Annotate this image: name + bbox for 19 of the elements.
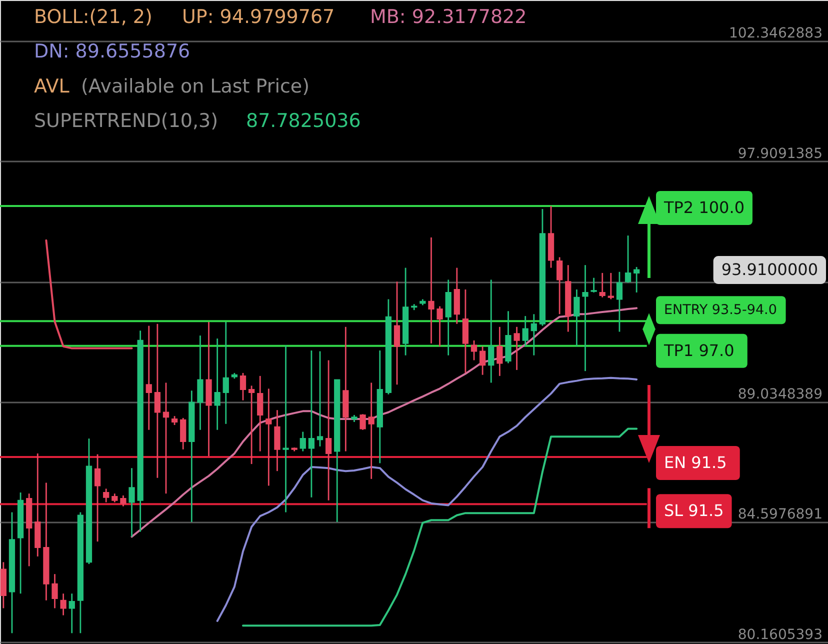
text: 93.9100000 — [721, 260, 818, 279]
y-tick-label: 84.5976891 — [738, 506, 822, 523]
ref-line-label: TP1 97.0 — [663, 340, 734, 360]
y-tick-label: 89.0348389 — [738, 386, 822, 402]
annotation: (Available on Last Price) — [81, 75, 310, 98]
y-tick-label: 102.3462883 — [728, 26, 822, 42]
text: 87.7825036 — [246, 110, 361, 132]
annotation: SUPERTREND(10,3) — [34, 110, 218, 132]
annotation: AVL — [34, 75, 70, 98]
text: MB: 92.3177822 — [370, 6, 527, 28]
annotation: BOLL:(21, 2) — [34, 6, 152, 28]
text: DN: 89.6555876 — [34, 40, 190, 63]
ref-line-label: EN 91.5 — [664, 452, 727, 472]
annotation: UP: 94.9799767 — [182, 6, 335, 28]
ref-line-label: SL 91.5 — [664, 501, 724, 520]
ref-line-label: TP2 100.0 — [663, 198, 744, 217]
y-tick-label: 97.9091385 — [738, 146, 822, 162]
y-tick-label: 80.1605393 — [738, 626, 822, 643]
ref-line-label: ENTRY 93.5-94.0 — [664, 302, 777, 318]
